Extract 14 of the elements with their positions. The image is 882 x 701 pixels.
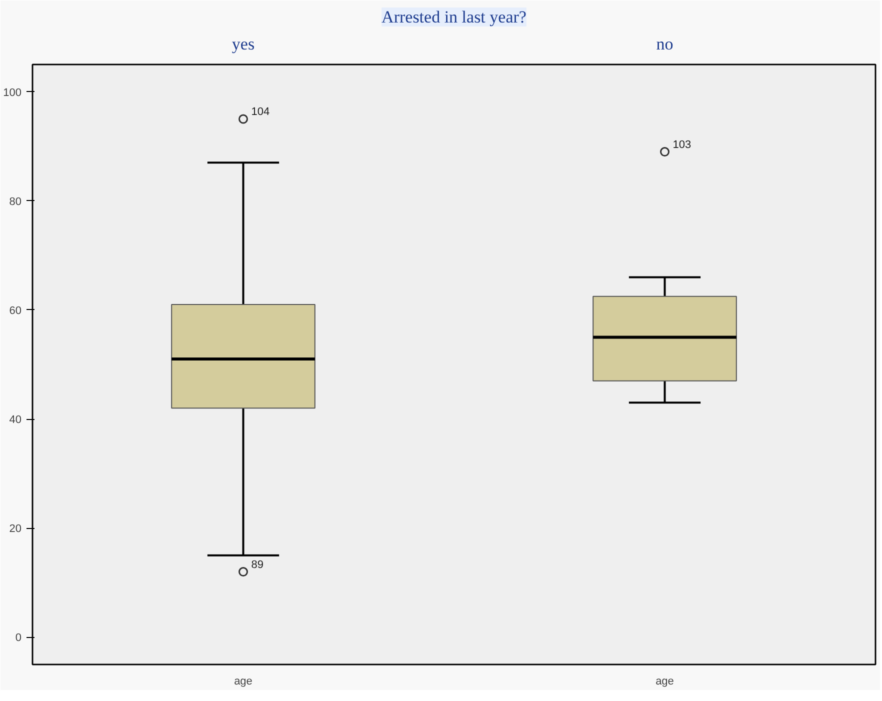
x-tick-label: age	[234, 676, 252, 688]
text: no	[656, 34, 674, 54]
annotation: 89	[251, 558, 264, 571]
annotation: 104	[251, 106, 270, 118]
y-tick-label: 60	[9, 304, 22, 317]
y-tick-label: 80	[9, 196, 22, 208]
y-tick-label: 40	[9, 414, 22, 426]
y-tick-label: 0	[15, 632, 22, 644]
chart-title: Arrested in last year?	[382, 8, 526, 26]
x-tick-label: age	[656, 676, 674, 688]
annotation: 103	[672, 138, 692, 151]
y-tick-label: 100	[3, 86, 22, 99]
y-tick-label: 20	[9, 523, 22, 536]
text: yes	[232, 34, 255, 54]
